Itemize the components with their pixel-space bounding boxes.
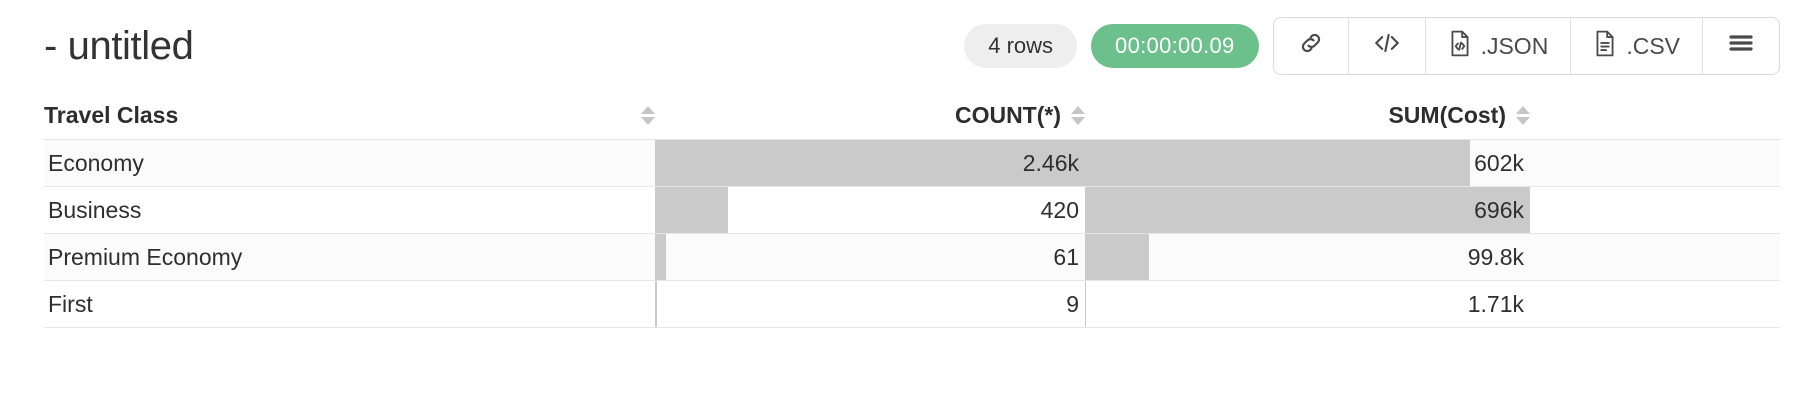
cell-count: 9 — [655, 281, 1085, 327]
hamburger-menu-icon — [1727, 32, 1755, 60]
cell-travel-class-text: Premium Economy — [48, 243, 243, 270]
cell-count: 420 — [655, 187, 1085, 233]
sum-bar — [1085, 187, 1530, 233]
cell-travel-class-text: Economy — [48, 149, 144, 176]
cell-count: 61 — [655, 234, 1085, 280]
row-count-badge: 4 rows — [964, 24, 1078, 68]
sum-bar — [1085, 281, 1087, 327]
sort-toggle-icon[interactable] — [1516, 106, 1530, 125]
column-header-travel-class-label: Travel Class — [44, 102, 179, 128]
cell-sum-cost: 696k — [1085, 187, 1530, 233]
table-row[interactable]: Premium Economy 61 99.8k — [44, 234, 1780, 281]
result-header: - untitled 4 rows 00:00:00.09 — [0, 0, 1816, 92]
cell-sum-cost-text: 99.8k — [1467, 243, 1524, 270]
table-row[interactable]: Economy 2.46k 602k — [44, 140, 1780, 187]
sum-bar — [1085, 140, 1470, 186]
export-json-label: .JSON — [1480, 32, 1549, 59]
column-header-count-label: COUNT(*) — [954, 102, 1061, 128]
column-header-count[interactable]: COUNT(*) — [655, 92, 1085, 139]
cell-count-text: 9 — [1066, 290, 1079, 317]
overflow-menu-button[interactable] — [1703, 18, 1779, 74]
query-duration-badge: 00:00:00.09 — [1091, 24, 1259, 68]
column-header-sum-cost-label: SUM(Cost) — [1388, 102, 1506, 128]
column-header-travel-class[interactable]: Travel Class — [44, 92, 655, 139]
export-json-button[interactable]: .JSON — [1425, 18, 1572, 74]
table-row[interactable]: First 9 1.71k — [44, 281, 1780, 328]
table-row[interactable]: Business 420 696k — [44, 187, 1780, 234]
table-header-row: Travel Class COUNT(*) SUM(Cost) — [44, 92, 1780, 140]
column-header-sum-cost[interactable]: SUM(Cost) — [1085, 92, 1530, 139]
cell-travel-class-text: Business — [48, 196, 142, 223]
cell-sum-cost: 99.8k — [1085, 234, 1530, 280]
file-json-icon — [1448, 30, 1472, 63]
cell-sum-cost: 1.71k — [1085, 281, 1530, 327]
sort-toggle-icon[interactable] — [1071, 106, 1085, 125]
cell-travel-class: First — [44, 281, 655, 327]
cell-count-text: 61 — [1053, 243, 1079, 270]
cell-travel-class: Premium Economy — [44, 234, 655, 280]
copy-link-button[interactable] — [1273, 18, 1349, 74]
sort-toggle-icon[interactable] — [641, 106, 655, 125]
export-csv-button[interactable]: .CSV — [1571, 18, 1703, 74]
results-table: Travel Class COUNT(*) SUM(Cost) Economy — [0, 92, 1816, 328]
code-icon — [1373, 30, 1401, 62]
count-bar — [655, 140, 1085, 186]
count-bar — [655, 234, 666, 280]
cell-count: 2.46k — [655, 140, 1085, 186]
cell-sum-cost-text: 1.71k — [1467, 290, 1524, 317]
view-code-button[interactable] — [1348, 18, 1426, 74]
cell-travel-class: Business — [44, 187, 655, 233]
cell-count-text: 420 — [1040, 196, 1079, 223]
header-actions: 4 rows 00:00:00.09 — [964, 17, 1780, 75]
count-bar — [655, 187, 729, 233]
cell-travel-class-text: First — [48, 290, 93, 317]
cell-count-text: 2.46k — [1022, 149, 1079, 176]
cell-travel-class: Economy — [44, 140, 655, 186]
count-bar — [655, 281, 657, 327]
cell-sum-cost-text: 602k — [1474, 149, 1524, 176]
sum-bar — [1085, 234, 1149, 280]
file-csv-icon — [1593, 30, 1617, 63]
cell-sum-cost: 602k — [1085, 140, 1530, 186]
cell-sum-cost-text: 696k — [1474, 196, 1524, 223]
page-title: - untitled — [44, 24, 194, 68]
link-icon — [1298, 30, 1324, 62]
export-csv-label: .CSV — [1626, 32, 1680, 59]
export-button-group: .JSON .CSV — [1272, 17, 1780, 75]
